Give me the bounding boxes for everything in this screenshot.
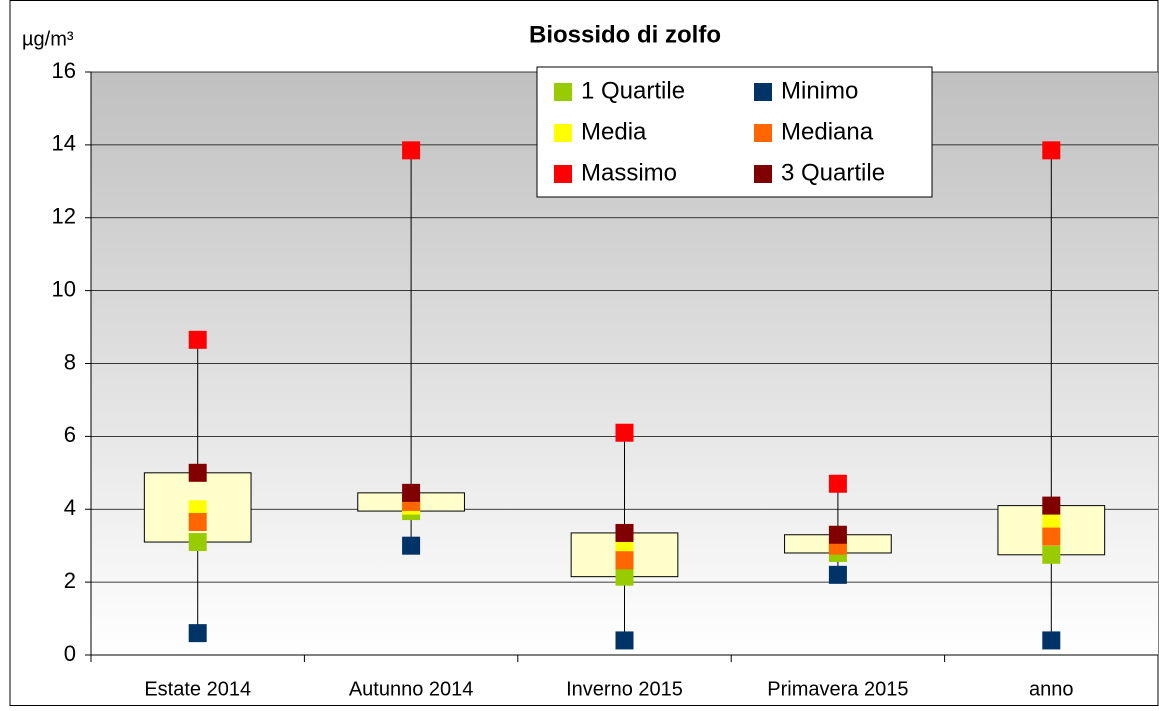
legend-label: Minimo: [781, 77, 858, 104]
legend-label: Mediana: [781, 118, 874, 145]
marker: [402, 483, 421, 502]
y-tick-label: 8: [64, 349, 76, 374]
y-tick-label: 14: [52, 131, 76, 156]
marker: [402, 141, 421, 160]
marker: [188, 330, 207, 349]
marker: [1042, 631, 1061, 650]
legend: [536, 66, 933, 198]
marker: [828, 474, 847, 493]
legend-swatch: [554, 165, 572, 183]
marker: [1042, 527, 1061, 546]
marker: [1042, 141, 1061, 160]
legend-label: Media: [581, 118, 647, 145]
x-tick-label: Primavera 2015: [767, 678, 908, 700]
legend-label: 3 Quartile: [781, 159, 885, 186]
marker: [188, 533, 207, 552]
y-tick-label: 16: [52, 58, 76, 83]
marker: [1042, 545, 1061, 564]
marker: [828, 525, 847, 544]
legend-swatch: [554, 124, 572, 142]
y-tick-label: 6: [64, 422, 76, 447]
legend-swatch: [754, 165, 772, 183]
y-axis-label: µg/m³: [22, 28, 74, 50]
marker: [615, 551, 634, 570]
x-tick-label: Inverno 2015: [566, 678, 683, 700]
marker: [188, 463, 207, 482]
chart-title: Biossido di zolfo: [529, 21, 721, 48]
y-tick-label: 10: [52, 276, 76, 301]
marker: [615, 631, 634, 650]
x-tick-label: Autunno 2014: [349, 678, 474, 700]
legend-label: Massimo: [581, 159, 677, 186]
marker: [615, 423, 634, 442]
y-tick-label: 4: [64, 495, 76, 520]
marker: [615, 523, 634, 542]
legend-swatch: [554, 83, 572, 101]
legend-swatch: [754, 83, 772, 101]
x-tick-label: anno: [1029, 678, 1074, 700]
marker: [615, 567, 634, 586]
y-tick-label: 2: [64, 568, 76, 593]
marker: [402, 536, 421, 555]
marker: [1042, 496, 1061, 515]
marker: [188, 624, 207, 643]
marker: [828, 565, 847, 584]
legend-swatch: [754, 124, 772, 142]
legend-label: 1 Quartile: [581, 77, 685, 104]
x-tick-label: Estate 2014: [144, 678, 251, 700]
y-tick-label: 0: [64, 641, 76, 666]
marker: [188, 513, 207, 532]
y-tick-label: 12: [52, 204, 76, 229]
